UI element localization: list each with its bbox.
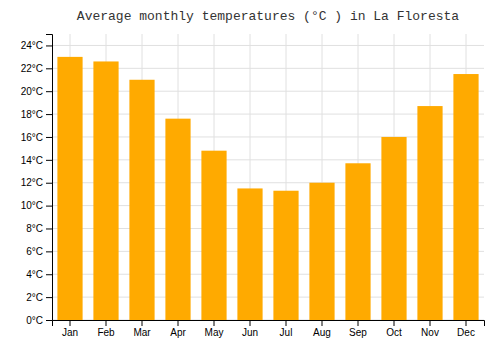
- tick-mark: [178, 320, 179, 326]
- tick-mark: [358, 320, 359, 326]
- tick: 22°C: [21, 63, 52, 74]
- tick-label: 4°C: [26, 269, 43, 280]
- tick-label: Nov: [421, 327, 439, 338]
- tick-mark: [46, 183, 52, 184]
- tick-label: Oct: [386, 327, 402, 338]
- tick-label: 0°C: [26, 315, 43, 326]
- chart: 0°C 2°C 4°C 6°C 8°C 10°C 12°C 14°C 16°C 18°C 20°C 2…: [0, 0, 500, 350]
- tick-mark: [46, 91, 52, 92]
- tick-mark: [46, 228, 52, 229]
- y-axis: 0°C 2°C 4°C 6°C 8°C 10°C 12°C 14°C 16°C 18°C 20°C 2…: [21, 35, 53, 326]
- tick-mark: [394, 320, 395, 326]
- tick: 20°C: [21, 86, 52, 97]
- tick: Sep: [349, 320, 367, 338]
- grid: [52, 34, 484, 320]
- tick-mark: [46, 68, 52, 69]
- tick-mark: [46, 114, 52, 115]
- tick-mark: [46, 297, 52, 298]
- tick: 10°C: [21, 200, 52, 211]
- tick-label: 6°C: [26, 246, 43, 257]
- tick-label: 8°C: [26, 223, 43, 234]
- tick-label: May: [205, 327, 224, 338]
- tick-label: Jun: [242, 327, 258, 338]
- tick: 6°C: [26, 246, 52, 257]
- tick: 8°C: [26, 223, 52, 234]
- tick-mark: [250, 320, 251, 326]
- title: Average monthly temperatures (°C ) in La…: [77, 9, 459, 24]
- tick-mark: [46, 45, 52, 46]
- tick-mark: [106, 320, 107, 326]
- x-axis: Jan Feb Mar Apr May Jun Jul Aug Sep Oct Nov Dec: [53, 320, 485, 338]
- tick-label: 20°C: [21, 86, 43, 97]
- bar: [381, 137, 406, 320]
- tick-mark: [430, 320, 431, 326]
- tick-label: Mar: [133, 327, 151, 338]
- tick: Jul: [280, 320, 293, 338]
- bar: [165, 119, 190, 320]
- tick-mark: [142, 320, 143, 326]
- tick-label: 10°C: [21, 200, 43, 211]
- tick: 16°C: [21, 132, 52, 143]
- tick-label: Jan: [62, 327, 78, 338]
- tick-mark: [46, 320, 52, 321]
- tick-label: Sep: [349, 327, 367, 338]
- tick: 2°C: [26, 292, 52, 303]
- bar: [309, 183, 334, 320]
- tick-mark: [46, 160, 52, 161]
- tick: 4°C: [26, 269, 52, 280]
- tick: Oct: [386, 320, 402, 338]
- tick: Apr: [170, 320, 186, 338]
- tick: Jun: [242, 320, 258, 338]
- tick-mark: [46, 251, 52, 252]
- bars: [57, 57, 478, 320]
- tick: Nov: [421, 320, 439, 338]
- tick-mark: [46, 274, 52, 275]
- tick: Aug: [313, 320, 331, 338]
- bar: [93, 61, 118, 320]
- tick-label: Jul: [280, 327, 293, 338]
- bar: [453, 74, 478, 320]
- tick-mark: [46, 206, 52, 207]
- tick-label: 16°C: [21, 132, 43, 143]
- bar: [417, 106, 442, 320]
- tick-mark: [286, 320, 287, 326]
- tick: Jan: [62, 320, 78, 338]
- tick: 12°C: [21, 177, 52, 188]
- axis-line: [53, 321, 485, 327]
- plot: 0°C 2°C 4°C 6°C 8°C 10°C 12°C 14°C 16°C 18°C 20°C 2…: [21, 34, 485, 338]
- tick: Feb: [97, 320, 115, 338]
- tick: 14°C: [21, 155, 52, 166]
- tick-label: Dec: [457, 327, 475, 338]
- tick: May: [205, 320, 224, 338]
- tick-label: 2°C: [26, 292, 43, 303]
- tick: Dec: [457, 320, 475, 338]
- tick-mark: [214, 320, 215, 326]
- tick: 24°C: [21, 40, 52, 51]
- tick-mark: [46, 137, 52, 138]
- tick-label: 12°C: [21, 177, 43, 188]
- bar: [129, 80, 154, 320]
- tick-mark: [322, 320, 323, 326]
- bar: [345, 163, 370, 320]
- tick: Mar: [133, 320, 151, 338]
- grid-line: [52, 45, 484, 46]
- tick-label: 14°C: [21, 155, 43, 166]
- tick: 0°C: [26, 315, 52, 326]
- tick-label: 24°C: [21, 40, 43, 51]
- bar: [237, 188, 262, 320]
- tick-mark: [466, 320, 467, 326]
- tick-label: Apr: [170, 327, 186, 338]
- bar: [273, 191, 298, 320]
- bar: [201, 151, 226, 320]
- tick-label: Feb: [97, 327, 115, 338]
- tick: 18°C: [21, 109, 52, 120]
- tick-label: 22°C: [21, 63, 43, 74]
- tick-mark: [70, 320, 71, 326]
- bar: [57, 57, 82, 320]
- tick-label: 18°C: [21, 109, 43, 120]
- tick-label: Aug: [313, 327, 331, 338]
- axis-line: [46, 35, 53, 321]
